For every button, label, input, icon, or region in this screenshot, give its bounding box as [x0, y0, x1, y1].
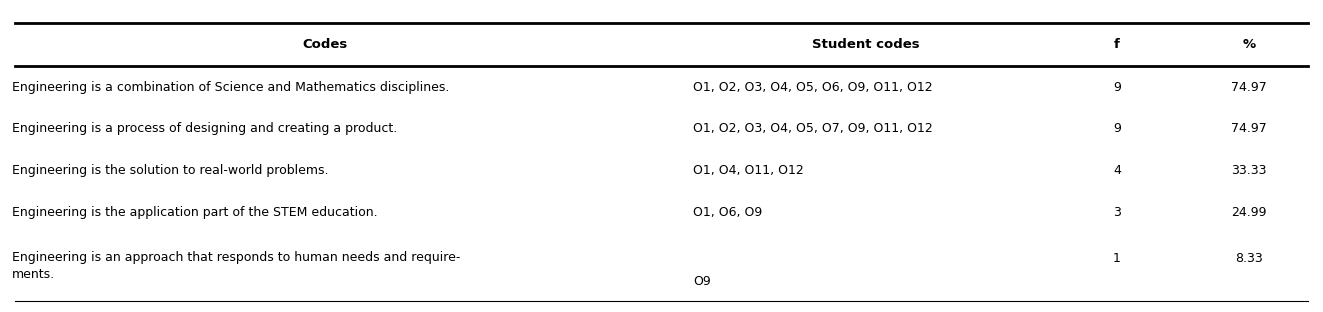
Text: Engineering is an approach that responds to human needs and require-
ments.: Engineering is an approach that responds…	[12, 251, 460, 281]
Text: Engineering is the application part of the STEM education.: Engineering is the application part of t…	[12, 206, 377, 219]
Text: Engineering is a combination of Science and Mathematics disciplines.: Engineering is a combination of Science …	[12, 81, 450, 94]
Text: %: %	[1242, 38, 1256, 51]
Text: 8.33: 8.33	[1236, 251, 1263, 265]
Text: 74.97: 74.97	[1232, 81, 1267, 94]
Text: 3: 3	[1113, 206, 1121, 219]
Text: 33.33: 33.33	[1232, 164, 1266, 177]
Text: 24.99: 24.99	[1232, 206, 1266, 219]
Text: O1, O4, O11, O12: O1, O4, O11, O12	[693, 164, 804, 177]
Text: 4: 4	[1113, 164, 1121, 177]
Text: 9: 9	[1113, 122, 1121, 135]
Text: Engineering is a process of designing and creating a product.: Engineering is a process of designing an…	[12, 122, 397, 135]
Text: 1: 1	[1113, 251, 1121, 265]
Text: f: f	[1114, 38, 1119, 51]
Text: Student codes: Student codes	[812, 38, 919, 51]
Text: O1, O6, O9: O1, O6, O9	[693, 206, 762, 219]
Text: O1, O2, O3, O4, O5, O7, O9, O11, O12: O1, O2, O3, O4, O5, O7, O9, O11, O12	[693, 122, 933, 135]
Text: O1, O2, O3, O4, O5, O6, O9, O11, O12: O1, O2, O3, O4, O5, O6, O9, O11, O12	[693, 81, 933, 94]
Text: 74.97: 74.97	[1232, 122, 1267, 135]
Text: Codes: Codes	[302, 38, 348, 51]
Text: 9: 9	[1113, 81, 1121, 94]
Text: O9: O9	[693, 275, 710, 288]
Text: Engineering is the solution to real-world problems.: Engineering is the solution to real-worl…	[12, 164, 328, 177]
